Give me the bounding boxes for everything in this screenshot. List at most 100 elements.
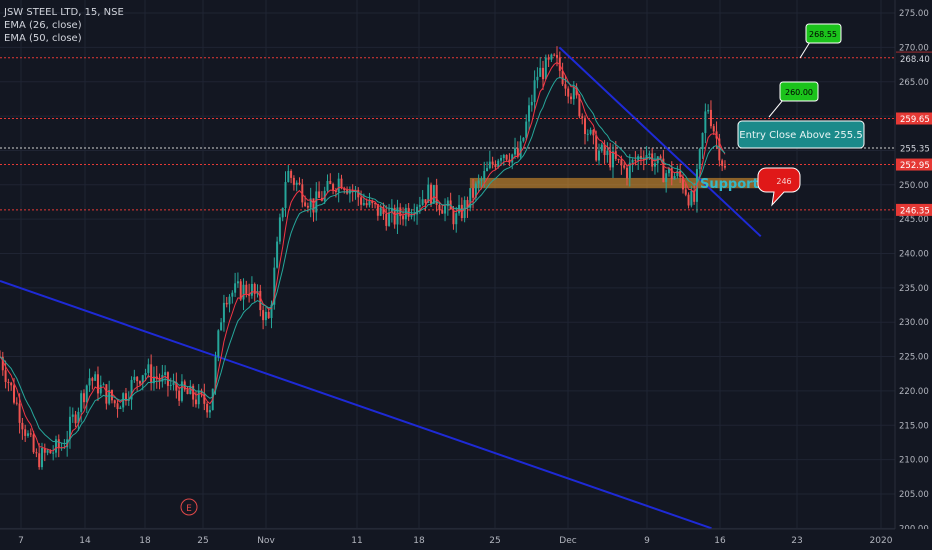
candle-body [430, 184, 433, 204]
candle-body [416, 206, 419, 215]
candle-body [595, 135, 598, 161]
callout-260-00-label: 260.00 [785, 88, 813, 97]
candle-body [206, 403, 209, 413]
time-tick-label: 11 [351, 536, 362, 546]
callout-260-00[interactable]: 260.00 [768, 81, 819, 118]
candle-body [290, 170, 293, 178]
candle-body [603, 144, 606, 156]
time-tick-label: 7 [18, 536, 24, 546]
callout-entry[interactable]: Entry Close Above 255.5 [737, 120, 865, 149]
candle-body [208, 409, 211, 413]
candle-body [26, 433, 29, 436]
candle-body [113, 400, 116, 404]
candle-body [684, 189, 687, 195]
candle-body [57, 439, 60, 448]
candle-body [455, 213, 458, 225]
candle-body [572, 87, 575, 100]
candle-body [334, 190, 337, 192]
candle-body [665, 173, 668, 183]
candle-body [287, 170, 290, 183]
candle-body [186, 389, 189, 395]
price-tick-label: 210.00 [899, 456, 929, 466]
candle-body [136, 376, 139, 382]
level-tag-bg-4 [896, 158, 932, 171]
time-tick-label: 2020 [870, 536, 893, 546]
price-tick-label: 235.00 [899, 284, 929, 294]
legend-ema50: EMA (50, close) [4, 33, 82, 44]
candle-body [323, 190, 326, 201]
price-tick-label: 270.00 [899, 43, 929, 53]
time-axis[interactable] [0, 528, 932, 550]
candle-body [564, 84, 567, 89]
candle-body [620, 159, 623, 166]
candle-body [712, 126, 715, 132]
candle-body [561, 70, 564, 85]
candle-body [556, 55, 559, 58]
candle-body [410, 214, 413, 217]
earnings-event-marker[interactable]: E [180, 498, 198, 516]
candle-body [343, 188, 346, 191]
level-tag-bg-2 [896, 112, 932, 125]
candle-body [96, 374, 99, 394]
candle-body [709, 109, 712, 127]
candle-body [704, 111, 707, 134]
time-tick-label: 25 [489, 536, 500, 546]
candle-body [144, 372, 147, 376]
candle-body [122, 393, 125, 408]
candle-body [278, 217, 281, 242]
candle-body [267, 311, 270, 319]
time-tick-label: 23 [791, 536, 802, 546]
candle-body [172, 382, 175, 385]
candle-body [458, 204, 461, 214]
trendlines [0, 46, 762, 530]
candle-body [298, 182, 301, 185]
price-tick-label: 240.00 [899, 250, 929, 260]
candle-body [396, 207, 399, 225]
candle-body [309, 198, 312, 208]
trendline-1[interactable] [558, 46, 762, 238]
candle-body [528, 105, 531, 122]
candle-body [701, 133, 704, 150]
candle-body [365, 203, 368, 206]
callout-268-55[interactable]: 268.55 [799, 23, 842, 59]
candle-body [225, 302, 228, 305]
candle-body [108, 390, 111, 404]
candle-body [329, 180, 332, 184]
callout-246[interactable]: 246 [757, 167, 801, 207]
candle-body [444, 206, 447, 214]
candle-body [54, 439, 57, 453]
price-tick-label: 265.00 [899, 78, 929, 88]
candle-body [116, 403, 119, 410]
candle-body [421, 199, 424, 205]
candle-body [639, 156, 642, 159]
candle-body [637, 156, 640, 161]
candle-body [52, 452, 55, 454]
candle-body [625, 167, 628, 179]
candle-body [371, 200, 374, 204]
candle-body [220, 322, 223, 331]
candle-body [500, 158, 503, 161]
trendline-0[interactable] [0, 280, 712, 530]
candle-body [718, 138, 721, 161]
price-axis[interactable] [894, 0, 932, 550]
candle-body [687, 194, 690, 206]
candle-body [452, 209, 455, 225]
candle-body [648, 153, 651, 156]
ema-lines [0, 61, 726, 452]
candle-body [530, 101, 533, 106]
candle-body [698, 149, 701, 170]
time-tick-label: 9 [644, 536, 650, 546]
candle-body [581, 116, 584, 118]
candle-body [12, 385, 15, 403]
candle-body [236, 281, 239, 284]
candle-body [606, 150, 609, 156]
time-tick-label: 25 [197, 536, 208, 546]
candle-body [614, 151, 617, 159]
candle-body [74, 414, 77, 424]
candle-body [82, 393, 85, 403]
candle-body [597, 150, 600, 161]
candle-body [222, 302, 225, 323]
candle-body [653, 163, 656, 167]
